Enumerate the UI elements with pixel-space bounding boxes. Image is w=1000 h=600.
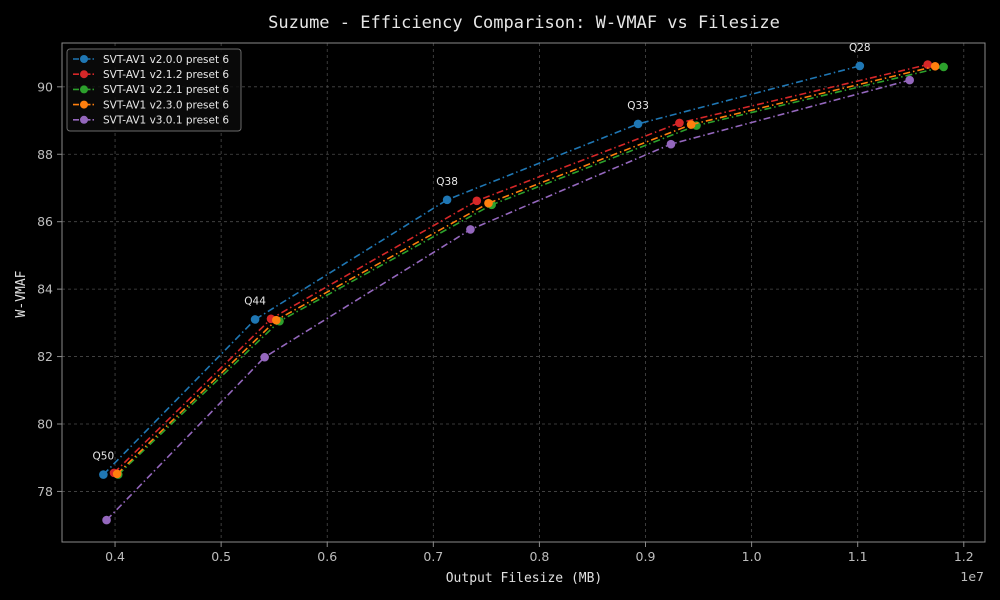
y-tick-label: 90 (37, 79, 53, 94)
annotation-label: Q38 (436, 176, 458, 188)
data-point (472, 196, 482, 206)
x-tick-label: 1.0 (742, 549, 762, 564)
y-tick-label: 78 (37, 484, 53, 499)
chart-title: Suzume - Efficiency Comparison: W-VMAF v… (268, 13, 780, 33)
data-point (99, 470, 108, 479)
data-point (484, 198, 493, 208)
legend-label: SVT-AV1 v2.1.2 preset 6 (103, 69, 229, 81)
legend-marker (80, 115, 88, 124)
legend-item: SVT-AV1 v2.0.0 preset 6 (73, 54, 229, 66)
data-point (102, 515, 111, 525)
legend-marker (80, 70, 88, 79)
legend: SVT-AV1 v2.0.0 preset 6 SVT-AV1 v2.1.2 pr… (66, 48, 242, 132)
series-line (113, 63, 928, 474)
annotations: Q50 Q44 Q38 Q33 Q28 (93, 42, 871, 463)
plot-frame (61, 42, 986, 543)
x-tick-label: 0.8 (529, 549, 549, 564)
data-point (250, 315, 260, 324)
legend-item: SVT-AV1 v2.2.1 preset 6 (73, 84, 229, 96)
data-point (442, 195, 452, 205)
data-point (855, 61, 865, 71)
series-line (102, 65, 861, 476)
legend-item: SVT-AV1 v3.0.1 preset 6 (73, 115, 229, 127)
y-tick-label: 84 (37, 282, 53, 297)
x-axis-label: Output Filesize (MB) (446, 571, 603, 586)
data-point (923, 60, 933, 69)
x-tick-label: 0.5 (211, 549, 231, 564)
legend-item: SVT-AV1 v2.1.2 preset 6 (73, 69, 229, 81)
data-point (633, 119, 643, 129)
axis-ticks: 0.4 0.5 0.6 0.7 0.8 0.9 1.0 1.1 1.2 78 80 82 84 86 88 9… (37, 79, 974, 564)
annotation-label: Q44 (244, 295, 266, 307)
series-5 (102, 75, 914, 525)
x-tick-label: 1.1 (848, 549, 868, 564)
series-1 (99, 61, 865, 479)
legend-label: SVT-AV1 v2.2.1 preset 6 (103, 84, 229, 96)
y-tick-label: 80 (37, 416, 53, 431)
legend-label: SVT-AV1 v2.0.0 preset 6 (103, 54, 229, 66)
annotation-label: Q33 (627, 100, 649, 112)
legend-marker (80, 85, 88, 94)
data-point (675, 118, 684, 128)
y-tick-label: 86 (37, 214, 53, 229)
series-line (116, 65, 936, 475)
y-axis-label: W-VMAF (14, 270, 29, 317)
annotation-label: Q50 (93, 451, 115, 463)
data-point (939, 62, 948, 72)
data-point (686, 120, 696, 129)
y-tick-label: 82 (37, 349, 53, 364)
legend-label: SVT-AV1 v3.0.1 preset 6 (103, 115, 229, 127)
x-tick-label: 0.7 (423, 549, 443, 564)
x-tick-label: 1.2 (954, 549, 974, 564)
grid (62, 43, 985, 542)
series-4 (112, 61, 940, 479)
y-tick-label: 88 (37, 147, 53, 162)
annotation-label: Q28 (849, 42, 871, 54)
data-point (260, 352, 269, 362)
legend-marker (80, 55, 88, 63)
legend-marker (80, 100, 88, 109)
data-point (930, 61, 940, 71)
legend-box (66, 48, 242, 132)
legend-item: SVT-AV1 v2.3.0 preset 6 (73, 99, 229, 111)
x-tick-label: 0.6 (317, 549, 337, 564)
x-tick-label: 0.4 (105, 549, 125, 564)
x-axis-offset-label: 1e7 (960, 569, 984, 584)
data-point (112, 469, 122, 479)
x-tick-label: 0.9 (636, 549, 656, 564)
data-point (666, 139, 676, 149)
data-point (272, 315, 281, 325)
series-layer (99, 60, 948, 525)
legend-label: SVT-AV1 v2.3.0 preset 6 (103, 99, 229, 111)
data-point (905, 75, 914, 85)
data-point (466, 225, 475, 234)
